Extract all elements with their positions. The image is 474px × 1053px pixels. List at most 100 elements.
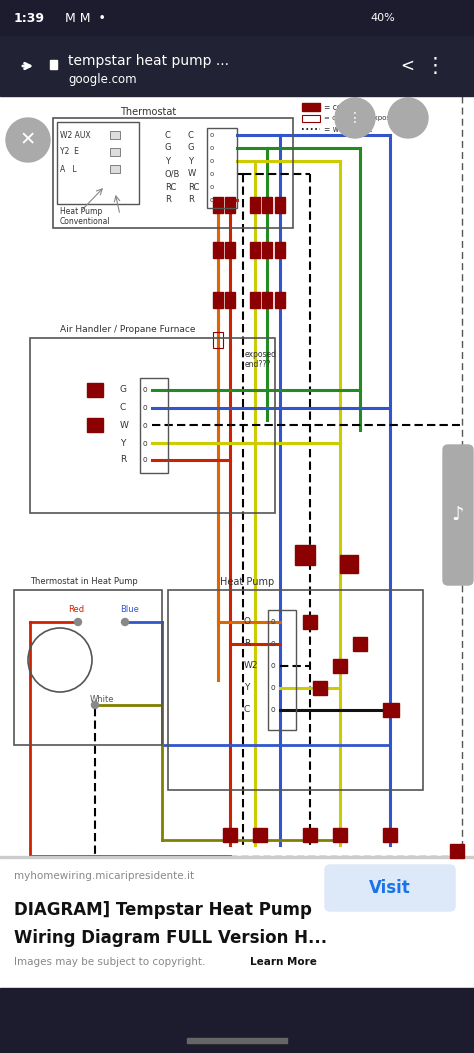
Text: o: o xyxy=(210,132,214,138)
Text: C: C xyxy=(165,131,171,139)
Circle shape xyxy=(121,618,128,625)
Bar xyxy=(303,615,317,629)
Bar xyxy=(275,242,285,258)
Text: o: o xyxy=(143,385,147,395)
Bar xyxy=(250,197,260,213)
Text: o: o xyxy=(210,184,214,190)
Text: R: R xyxy=(120,456,126,464)
Text: G: G xyxy=(165,143,172,153)
Bar xyxy=(14,590,162,746)
Text: RC: RC xyxy=(165,182,176,192)
Bar xyxy=(140,378,168,473)
Circle shape xyxy=(91,701,99,709)
Bar xyxy=(0,858,474,1053)
Text: ⋮: ⋮ xyxy=(348,111,362,125)
Text: G: G xyxy=(188,143,194,153)
Text: O/B: O/B xyxy=(165,170,181,179)
Text: = connector: = connector xyxy=(324,102,371,112)
Bar xyxy=(383,828,397,842)
Text: o: o xyxy=(271,661,275,671)
Bar xyxy=(450,845,464,858)
Text: Visit: Visit xyxy=(369,879,411,897)
Text: R: R xyxy=(188,196,194,204)
Bar xyxy=(87,418,103,432)
Bar xyxy=(262,242,272,258)
Bar xyxy=(262,197,272,213)
Bar xyxy=(333,828,347,842)
Text: W: W xyxy=(120,420,129,430)
Bar xyxy=(295,545,315,565)
Text: ⋮: ⋮ xyxy=(425,56,446,76)
Text: Y: Y xyxy=(165,157,170,165)
Text: o: o xyxy=(271,639,275,649)
Text: G: G xyxy=(120,385,127,395)
Bar xyxy=(0,36,474,96)
Text: o: o xyxy=(210,197,214,203)
Text: Heat Pump: Heat Pump xyxy=(220,577,274,587)
Text: = connector exposed end: = connector exposed end xyxy=(324,115,414,121)
Text: C: C xyxy=(188,131,194,139)
Text: W2: W2 xyxy=(244,661,258,671)
Bar xyxy=(268,610,296,730)
Bar xyxy=(225,292,235,307)
Bar xyxy=(262,292,272,307)
Text: 40%: 40% xyxy=(370,13,395,23)
Bar xyxy=(225,197,235,213)
Text: o: o xyxy=(210,171,214,177)
Text: Y: Y xyxy=(188,157,193,165)
Bar xyxy=(110,131,120,139)
Bar xyxy=(353,637,367,651)
Text: ✕: ✕ xyxy=(20,131,36,150)
Bar xyxy=(168,590,423,790)
Bar xyxy=(0,856,474,858)
Text: Y: Y xyxy=(244,683,249,693)
Bar xyxy=(302,115,320,122)
Bar xyxy=(50,60,57,69)
Text: o: o xyxy=(271,706,275,715)
Circle shape xyxy=(335,98,375,138)
Text: google.com: google.com xyxy=(68,73,137,85)
Bar xyxy=(110,148,120,156)
Text: Thermostat in Heat Pump: Thermostat in Heat Pump xyxy=(30,577,138,587)
Bar xyxy=(250,242,260,258)
Text: Air Handler / Propane Furnace: Air Handler / Propane Furnace xyxy=(60,325,195,335)
Bar xyxy=(213,197,223,213)
Text: o: o xyxy=(271,617,275,627)
FancyBboxPatch shape xyxy=(443,445,473,585)
FancyBboxPatch shape xyxy=(325,865,455,911)
Text: R: R xyxy=(165,196,171,204)
Bar xyxy=(0,96,474,856)
Bar xyxy=(340,555,358,573)
Bar xyxy=(0,0,474,36)
Text: ♪: ♪ xyxy=(452,505,464,524)
Text: Images may be subject to copyright.: Images may be subject to copyright. xyxy=(14,957,205,967)
Text: M M  •: M M • xyxy=(65,12,106,24)
Text: o: o xyxy=(210,158,214,164)
Bar xyxy=(187,1038,287,1044)
Text: = white wire: = white wire xyxy=(324,124,373,134)
Bar xyxy=(275,197,285,213)
Bar xyxy=(223,828,237,842)
Text: C: C xyxy=(244,706,250,715)
Text: o: o xyxy=(143,456,147,464)
Bar xyxy=(213,332,223,347)
Bar xyxy=(87,383,103,397)
Bar xyxy=(207,128,237,208)
Text: myhomewiring.micaripresidente.it: myhomewiring.micaripresidente.it xyxy=(14,871,194,881)
Bar xyxy=(253,828,267,842)
Bar xyxy=(57,122,139,204)
Text: A   L: A L xyxy=(60,164,77,174)
Text: o: o xyxy=(271,683,275,693)
Circle shape xyxy=(74,618,82,625)
Bar xyxy=(383,703,399,717)
Text: tempstar heat pump ...: tempstar heat pump ... xyxy=(68,54,229,68)
Text: W2 AUX: W2 AUX xyxy=(60,131,91,139)
Text: Conventional: Conventional xyxy=(60,218,110,226)
Bar xyxy=(302,103,320,111)
Text: o: o xyxy=(143,420,147,430)
Text: Wiring Diagram FULL Version H...: Wiring Diagram FULL Version H... xyxy=(14,929,327,947)
Text: o: o xyxy=(143,438,147,448)
Text: 1:39: 1:39 xyxy=(14,12,45,24)
Text: Heat Pump: Heat Pump xyxy=(60,207,102,217)
Text: RC: RC xyxy=(188,182,200,192)
